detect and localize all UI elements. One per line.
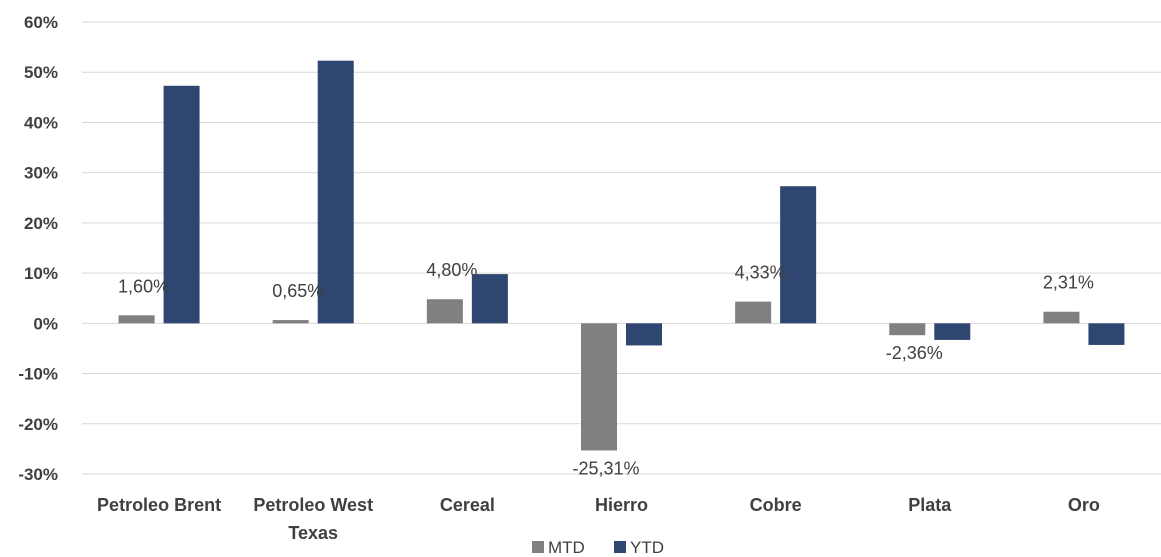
bars (118, 60, 1125, 451)
y-tick-label: 20% (24, 214, 58, 233)
bar-mtd (889, 323, 926, 336)
category-label: Texas (288, 523, 338, 543)
bar-ytd (317, 60, 354, 324)
bar-ytd (780, 186, 817, 324)
x-axis: Petroleo Brent Petroleo West Texas Cereal Hi… (97, 495, 1100, 543)
legend-label-mtd: MTD (548, 538, 585, 557)
y-tick-label: -20% (18, 415, 58, 434)
bar-ytd (626, 323, 662, 346)
category-label: Cereal (440, 495, 495, 515)
legend-swatch-ytd (614, 541, 626, 553)
data-label-mtd: -2,36% (886, 343, 943, 363)
y-tick-label: -30% (18, 465, 58, 484)
legend: MTD YTD (532, 538, 664, 557)
category-label: Oro (1068, 495, 1100, 515)
data-label-mtd: 1,60% (118, 276, 169, 296)
y-axis: 60% 50% 40% 30% 20% 10% 0% -10% -20% -30% (18, 13, 58, 484)
data-label-mtd: 4,80% (426, 260, 477, 280)
y-tick-label: 40% (24, 113, 58, 132)
y-tick-label: -10% (18, 365, 58, 384)
y-tick-label: 10% (24, 264, 58, 283)
bar-mtd (1043, 311, 1080, 324)
y-tick-label: 0% (33, 314, 58, 333)
category-label: Petroleo Brent (97, 495, 221, 515)
bar-mtd (581, 323, 617, 451)
y-tick-label: 30% (24, 164, 58, 183)
legend-swatch-mtd (532, 541, 544, 553)
bar-ytd (1088, 323, 1125, 345)
data-label-mtd: 4,33% (735, 263, 786, 283)
bar-ytd (471, 274, 508, 324)
legend-label-ytd: YTD (630, 538, 664, 557)
bar-mtd (426, 299, 463, 324)
category-label: Petroleo West (253, 495, 373, 515)
y-tick-label: 50% (24, 63, 58, 82)
bar-ytd (934, 323, 971, 340)
data-label-mtd: 2,31% (1043, 273, 1094, 293)
bar-mtd (735, 301, 772, 324)
category-label: Cobre (750, 495, 802, 515)
bar-mtd (118, 315, 155, 324)
category-label: Hierro (595, 495, 648, 515)
category-label: Plata (908, 495, 952, 515)
y-tick-label: 60% (24, 13, 58, 32)
data-labels: 1,60% 0,65% 4,80% -25,31% 4,33% -2,36% 2,31% (118, 260, 1094, 478)
data-label-mtd: -25,31% (572, 458, 639, 478)
bar-mtd (272, 320, 309, 324)
data-label-mtd: 0,65% (272, 281, 323, 301)
bar-ytd (163, 85, 200, 324)
gridlines (82, 21, 1161, 475)
